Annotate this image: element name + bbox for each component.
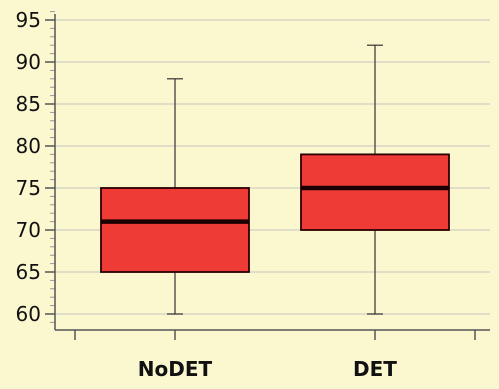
y-tick-label-60: 60 (16, 302, 41, 326)
x-category-labels: NoDET DET (138, 357, 398, 381)
y-tick-label-65: 65 (16, 260, 41, 284)
y-tick-label-75: 75 (16, 176, 41, 200)
box-NoDET (100, 78, 250, 315)
y-tick-label-85: 85 (16, 92, 41, 116)
y-tick-labels: 60 65 70 75 80 85 90 95 (16, 8, 41, 326)
y-tick-label-70: 70 (16, 218, 41, 242)
y-tick-label-95: 95 (16, 8, 41, 32)
y-tick-label-90: 90 (16, 50, 41, 74)
y-tick-label-80: 80 (16, 134, 41, 158)
iqr-box-DET (300, 153, 450, 231)
x-category-label-DET: DET (353, 357, 397, 381)
box-DET (300, 44, 450, 315)
boxes (100, 44, 450, 315)
y-minor-ticks (50, 11, 55, 323)
axes (45, 14, 490, 340)
iqr-box-NoDET (100, 187, 250, 273)
x-category-label-NoDET: NoDET (138, 357, 213, 381)
